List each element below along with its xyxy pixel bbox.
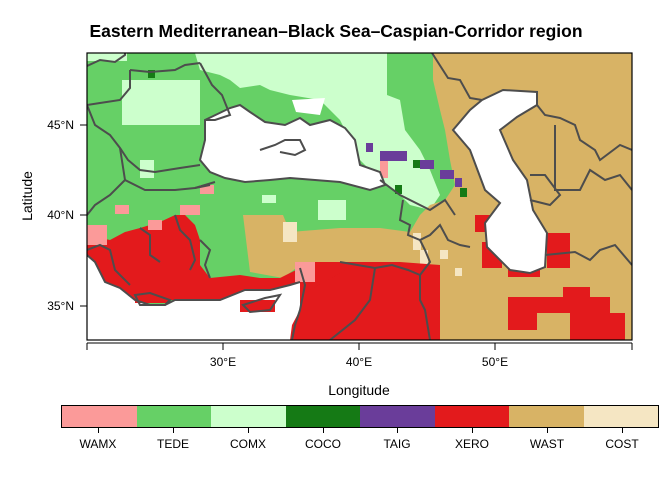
- legend-label: XERO: [454, 437, 489, 451]
- coastlines: [87, 88, 549, 306]
- comx-region-romania: [122, 80, 200, 125]
- xero-patch: [547, 233, 570, 268]
- wamx-patch: [180, 205, 200, 215]
- legend-swatch-wast: [509, 406, 584, 427]
- legend-tick: [397, 427, 398, 433]
- xero-patch: [508, 297, 537, 330]
- coco-patch: [395, 185, 402, 194]
- color-legend: [61, 405, 659, 428]
- legend-swatch-tede: [136, 406, 211, 427]
- xero-patch: [570, 313, 625, 340]
- x-tick-label: 40°E: [345, 355, 373, 369]
- xero-patch: [563, 287, 590, 297]
- xero-region-levant: [290, 262, 440, 340]
- xero-crete: [135, 293, 170, 303]
- legend-label: COMX: [230, 437, 266, 451]
- legend-label: TAIG: [383, 437, 411, 451]
- taig-patch: [420, 160, 434, 169]
- black-sea: [200, 105, 385, 190]
- legend-tick: [173, 427, 174, 433]
- cost-patch: [455, 268, 462, 276]
- legend-swatch-coco: [285, 406, 360, 427]
- wamx-patch: [115, 205, 129, 214]
- coco-patch: [148, 70, 155, 78]
- y-axis: [80, 124, 87, 307]
- cost-patch: [420, 250, 428, 267]
- legend-tick: [547, 427, 548, 433]
- taig-patch: [440, 170, 454, 179]
- wamx-patch: [148, 220, 162, 230]
- legend-tick: [622, 427, 623, 433]
- taig-patch: [455, 178, 462, 187]
- x-axis-label: Longitude: [328, 382, 390, 398]
- legend-label: COST: [605, 437, 639, 451]
- wamx-patch: [295, 262, 315, 282]
- legend-tick: [323, 427, 324, 433]
- comx-patch: [87, 53, 127, 61]
- wamx-patch: [87, 225, 107, 245]
- x-axis: [86, 342, 633, 350]
- sea-of-azov: [292, 98, 325, 115]
- taig-patch: [366, 143, 373, 152]
- comx-patch: [318, 200, 346, 220]
- legend-label: TEDE: [156, 437, 189, 451]
- legend-label: WAMX: [79, 437, 117, 451]
- legend-swatch-comx: [211, 406, 286, 427]
- taig-patch: [380, 151, 407, 161]
- caspian-sea: [453, 90, 547, 273]
- plot-frame: [86, 52, 633, 341]
- wamx-patch: [200, 185, 214, 194]
- country-borders: [87, 53, 632, 340]
- coco-patch: [460, 188, 467, 197]
- xero-region-aegean: [87, 215, 362, 300]
- legend-tick: [472, 427, 473, 433]
- legend-swatch-cost: [583, 406, 658, 427]
- y-tick-label: 35°N: [47, 299, 74, 313]
- mediterranean-sea: [87, 255, 300, 340]
- wamx-patch: [380, 160, 388, 178]
- comx-patch: [140, 160, 154, 178]
- legend-label: WAST: [529, 437, 565, 451]
- cost-patch: [440, 250, 448, 259]
- comx-patch: [262, 195, 276, 203]
- cost-patch: [283, 222, 297, 242]
- legend-tick: [248, 427, 249, 433]
- xero-patch: [537, 297, 610, 313]
- y-tick-label: 40°N: [47, 208, 74, 222]
- legend-tick: [98, 427, 99, 433]
- legend-label: COCO: [305, 437, 341, 451]
- map-title: Eastern Mediterranean–Black Sea–Caspian-…: [89, 21, 583, 41]
- legend-swatch-xero: [434, 406, 509, 427]
- x-tick-label: 30°E: [209, 355, 237, 369]
- y-tick-label: 45°N: [47, 118, 74, 132]
- cost-patch: [413, 233, 421, 250]
- legend-swatch-taig: [360, 406, 435, 427]
- legend-swatch-wamx: [62, 406, 137, 427]
- x-tick-label: 50°E: [481, 355, 509, 369]
